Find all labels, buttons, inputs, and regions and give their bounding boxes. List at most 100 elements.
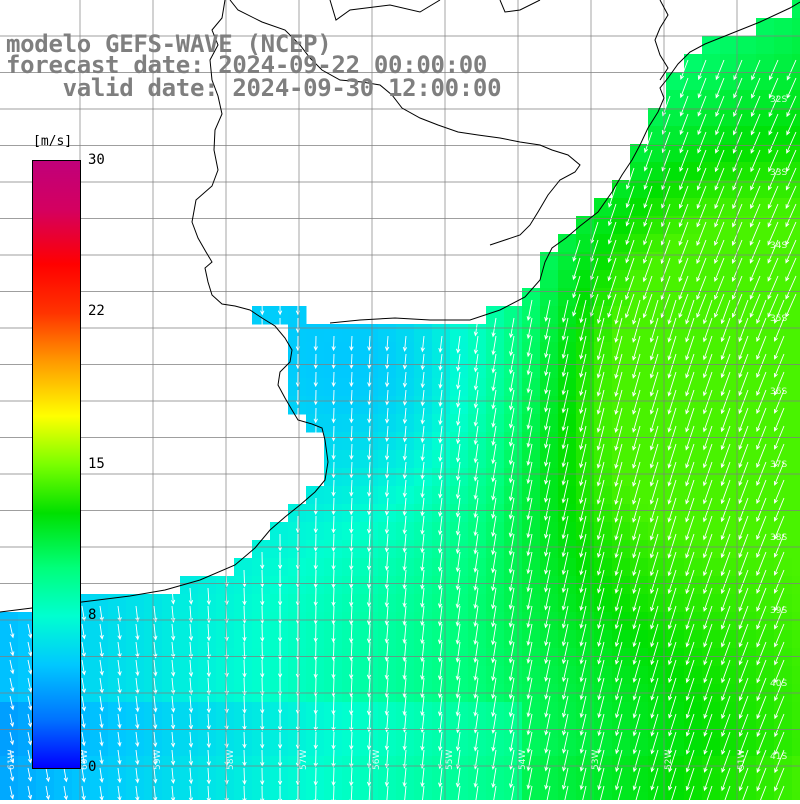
wind-cell [414, 558, 433, 577]
wind-cell [324, 432, 343, 451]
wind-arrow [561, 515, 569, 540]
wind-cell [792, 576, 800, 595]
wind-cell [738, 396, 757, 415]
wind-arrow [206, 641, 211, 660]
wind-arrow [153, 641, 158, 659]
wind-arrow [491, 569, 497, 592]
wind-cell [702, 198, 721, 217]
wind-arrow [561, 407, 569, 432]
wind-cell [756, 468, 775, 487]
wind-arrow [438, 335, 443, 353]
wind-cell [414, 576, 433, 595]
wind-arrow [632, 497, 641, 523]
wind-cell [648, 468, 667, 487]
wind-cell [702, 540, 721, 559]
wind-cell [450, 396, 469, 415]
lat-label: 41S [770, 752, 787, 762]
wind-cell [180, 774, 199, 793]
wind-arrow [643, 131, 653, 154]
wind-cell [738, 216, 757, 235]
wind-arrow [614, 515, 623, 541]
wind-cell [576, 468, 595, 487]
wind-cell [396, 540, 415, 559]
wind-arrow [508, 407, 515, 429]
wind-cell [774, 72, 793, 91]
wind-arrow [667, 497, 677, 523]
wind-arrow [614, 605, 623, 630]
wind-cell [792, 126, 800, 145]
wind-cell [324, 396, 343, 415]
wind-arrow [703, 605, 713, 630]
wind-arrow [27, 767, 33, 782]
wind-arrow [614, 389, 623, 416]
wind-cell [756, 270, 775, 289]
wind-arrow [756, 677, 767, 702]
wind-arrow [526, 533, 533, 557]
wind-arrow [9, 677, 15, 693]
wind-cell [594, 792, 613, 804]
wind-arrow [702, 389, 713, 415]
wind-cell [666, 504, 685, 523]
wind-arrow [473, 479, 479, 500]
wind-arrow [738, 515, 749, 541]
wind-arrow [27, 623, 33, 639]
wind-arrow [614, 317, 623, 343]
wind-cell [720, 414, 739, 433]
wind-cell [324, 378, 343, 397]
wind-arrow [596, 407, 605, 433]
wind-arrow [579, 767, 587, 791]
wind-cell [468, 594, 487, 613]
wind-arrow [420, 425, 425, 443]
wind-arrow [720, 407, 731, 433]
wind-arrow [596, 353, 605, 379]
wind-arrow [650, 749, 659, 773]
wind-cell [702, 270, 721, 289]
wind-arrow [420, 515, 425, 535]
wind-cell [378, 756, 397, 775]
wind-cell [792, 612, 800, 631]
wind-cell [702, 306, 721, 325]
wind-cell [522, 540, 541, 559]
wind-cell [486, 486, 505, 505]
wind-arrow [668, 659, 677, 684]
wind-arrow [774, 659, 785, 684]
wind-arrow [367, 335, 372, 352]
wind-cell [792, 108, 800, 127]
wind-cell [126, 774, 145, 793]
wind-cell [432, 396, 451, 415]
wind-arrow [738, 497, 749, 523]
colorbar-tick-30: 30 [88, 152, 105, 168]
wind-cell [540, 378, 559, 397]
wind-cell [756, 540, 775, 559]
wind-arrow [756, 317, 767, 343]
wind-arrow [260, 713, 265, 731]
wind-cell [792, 774, 800, 793]
wind-cell [666, 198, 685, 217]
wind-cell [792, 36, 800, 55]
wind-cell [540, 774, 559, 793]
wind-arrow [738, 713, 749, 738]
lat-label: 37S [770, 460, 787, 470]
wind-cell [522, 594, 541, 613]
wind-cell [774, 306, 793, 325]
wind-arrow [632, 515, 641, 541]
wind-arrow [650, 623, 659, 648]
wind-arrow [632, 479, 641, 505]
wind-arrow [561, 713, 569, 736]
wind-arrow [491, 515, 497, 538]
wind-cell [720, 522, 739, 541]
wind-arrow [544, 731, 551, 754]
wind-arrow [714, 149, 725, 173]
wind-arrow [384, 533, 389, 553]
wind-arrow [473, 659, 479, 681]
wind-cell [0, 630, 19, 649]
wind-arrow [491, 587, 497, 610]
wind-arrow [473, 371, 479, 391]
wind-arrow [544, 299, 551, 322]
wind-arrow [579, 353, 587, 378]
wind-cell [684, 468, 703, 487]
wind-arrow [544, 335, 551, 359]
wind-arrow [703, 587, 713, 612]
wind-arrow [579, 497, 587, 523]
wind-cell [540, 324, 559, 343]
